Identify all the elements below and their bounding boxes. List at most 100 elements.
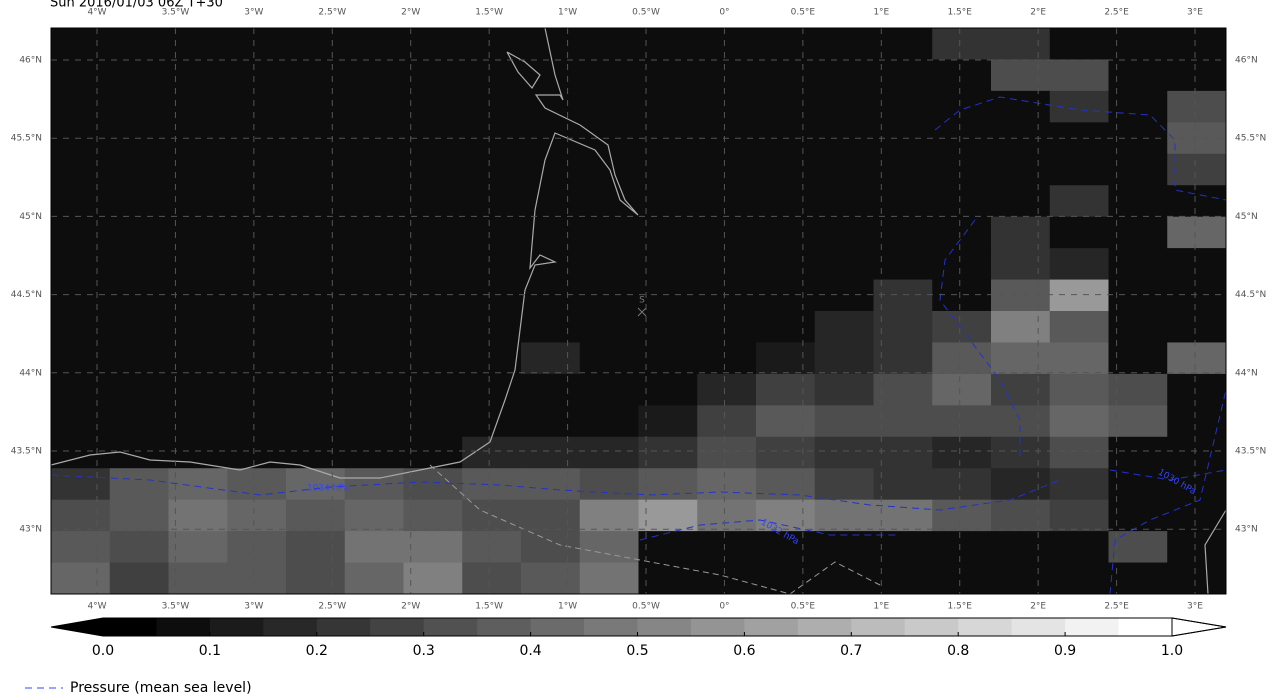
cloud-cell [991,153,1051,186]
lat-label: 46°N [19,56,42,66]
cloud-cell [168,342,228,375]
cloud-cell [344,153,404,186]
colorbar-label: 0.7 [840,643,862,659]
cloud-cell [991,279,1051,312]
cloud-cell [756,153,816,186]
cloud-cell [51,248,111,281]
cloud-cell [991,248,1051,281]
cloud-cell [403,342,463,375]
cloud-cell [932,59,992,92]
cloud-cell [227,248,287,281]
cloud-cell [168,436,228,469]
cloud-cell [873,342,933,375]
cloud-cell [579,279,639,312]
cloud-cell [1167,373,1227,406]
cloud-cell [51,216,111,249]
lon-label: 0° [719,602,729,612]
cloud-cell [873,90,933,123]
colorbar-segment [263,618,318,636]
cloud-cell [344,28,404,60]
cloud-cell [1167,311,1227,343]
cloud-cell [638,59,698,92]
cloud-cell [462,562,522,595]
cloud-cell [344,216,404,249]
cloud-cell [814,436,874,469]
cloud-cell [51,436,111,469]
colorbar-label: 1.0 [1161,643,1183,659]
lat-label: 44°N [19,368,42,378]
lon-label: 4°W [87,602,106,612]
lon-label: 2°W [401,602,420,612]
cloud-cell [109,499,169,532]
cloud-cell [1108,90,1168,123]
cloud-cell [109,216,169,249]
cloud-cell [462,59,522,92]
cloud-cell [286,405,346,438]
cloud-cell [1167,468,1227,501]
cloud-cell [403,248,463,281]
colorbar-segment [1011,618,1066,636]
colorbar-segment [744,618,799,636]
lat-label: 45°N [1235,212,1258,222]
cloud-cell [462,216,522,249]
cloud-cell [168,373,228,406]
colorbar-segment [1065,618,1120,636]
cloud-cell [1049,279,1109,312]
cloud-cell [168,531,228,564]
lon-label: 2°E [1030,602,1046,612]
cloud-cell [1167,153,1227,186]
colorbar-label: 0.3 [413,643,435,659]
cloud-cell [403,28,463,60]
cloud-cell [697,153,757,186]
cloud-cell [579,248,639,281]
cloud-cell [1049,311,1109,343]
colorbar-segment [958,618,1013,636]
cloud-cell [1108,185,1168,218]
cloud-cell [521,468,581,501]
cloud-cell [932,279,992,312]
cloud-cell [873,436,933,469]
cloud-cell [814,373,874,406]
cloud-cell [932,216,992,249]
cloud-cell [579,436,639,469]
cloud-cell [462,279,522,312]
cloud-cell [462,436,522,469]
cloud-cell [579,342,639,375]
colorbar-segment [797,618,852,636]
cloud-cell [51,153,111,186]
colorbar-label: 0.5 [626,643,648,659]
cloud-cell [814,405,874,438]
cloud-cell [1108,468,1168,501]
cloud-cell [344,185,404,218]
cloud-cell [756,468,816,501]
cloud-cell [756,405,816,438]
cloud-cell [932,90,992,123]
lon-label: 3°W [244,8,263,18]
colorbar-extend [1171,617,1227,637]
cloud-cell [1167,279,1227,312]
cloud-cell [109,562,169,595]
cloud-cell [1167,185,1227,218]
cloud-cell [638,499,698,532]
cloud-cell [814,311,874,343]
cloud-cell [1108,531,1168,564]
cloud-cell [109,373,169,406]
cloud-cell [991,562,1051,595]
cloud-cell [521,311,581,343]
cloud-cell [1049,185,1109,218]
lon-label: 2.5°E [1104,8,1129,18]
cloud-cell [1167,436,1227,469]
cloud-cell [932,562,992,595]
cloud-cell [1049,405,1109,438]
cloud-cell [814,59,874,92]
cloud-cell [227,90,287,123]
cloud-cell [697,373,757,406]
cloud-cell [109,153,169,186]
station-marker [637,307,647,317]
cloud-cell [697,436,757,469]
cloud-cell [344,279,404,312]
cloud-cell [109,342,169,375]
cloud-cell [462,531,522,564]
cloud-cell [932,373,992,406]
